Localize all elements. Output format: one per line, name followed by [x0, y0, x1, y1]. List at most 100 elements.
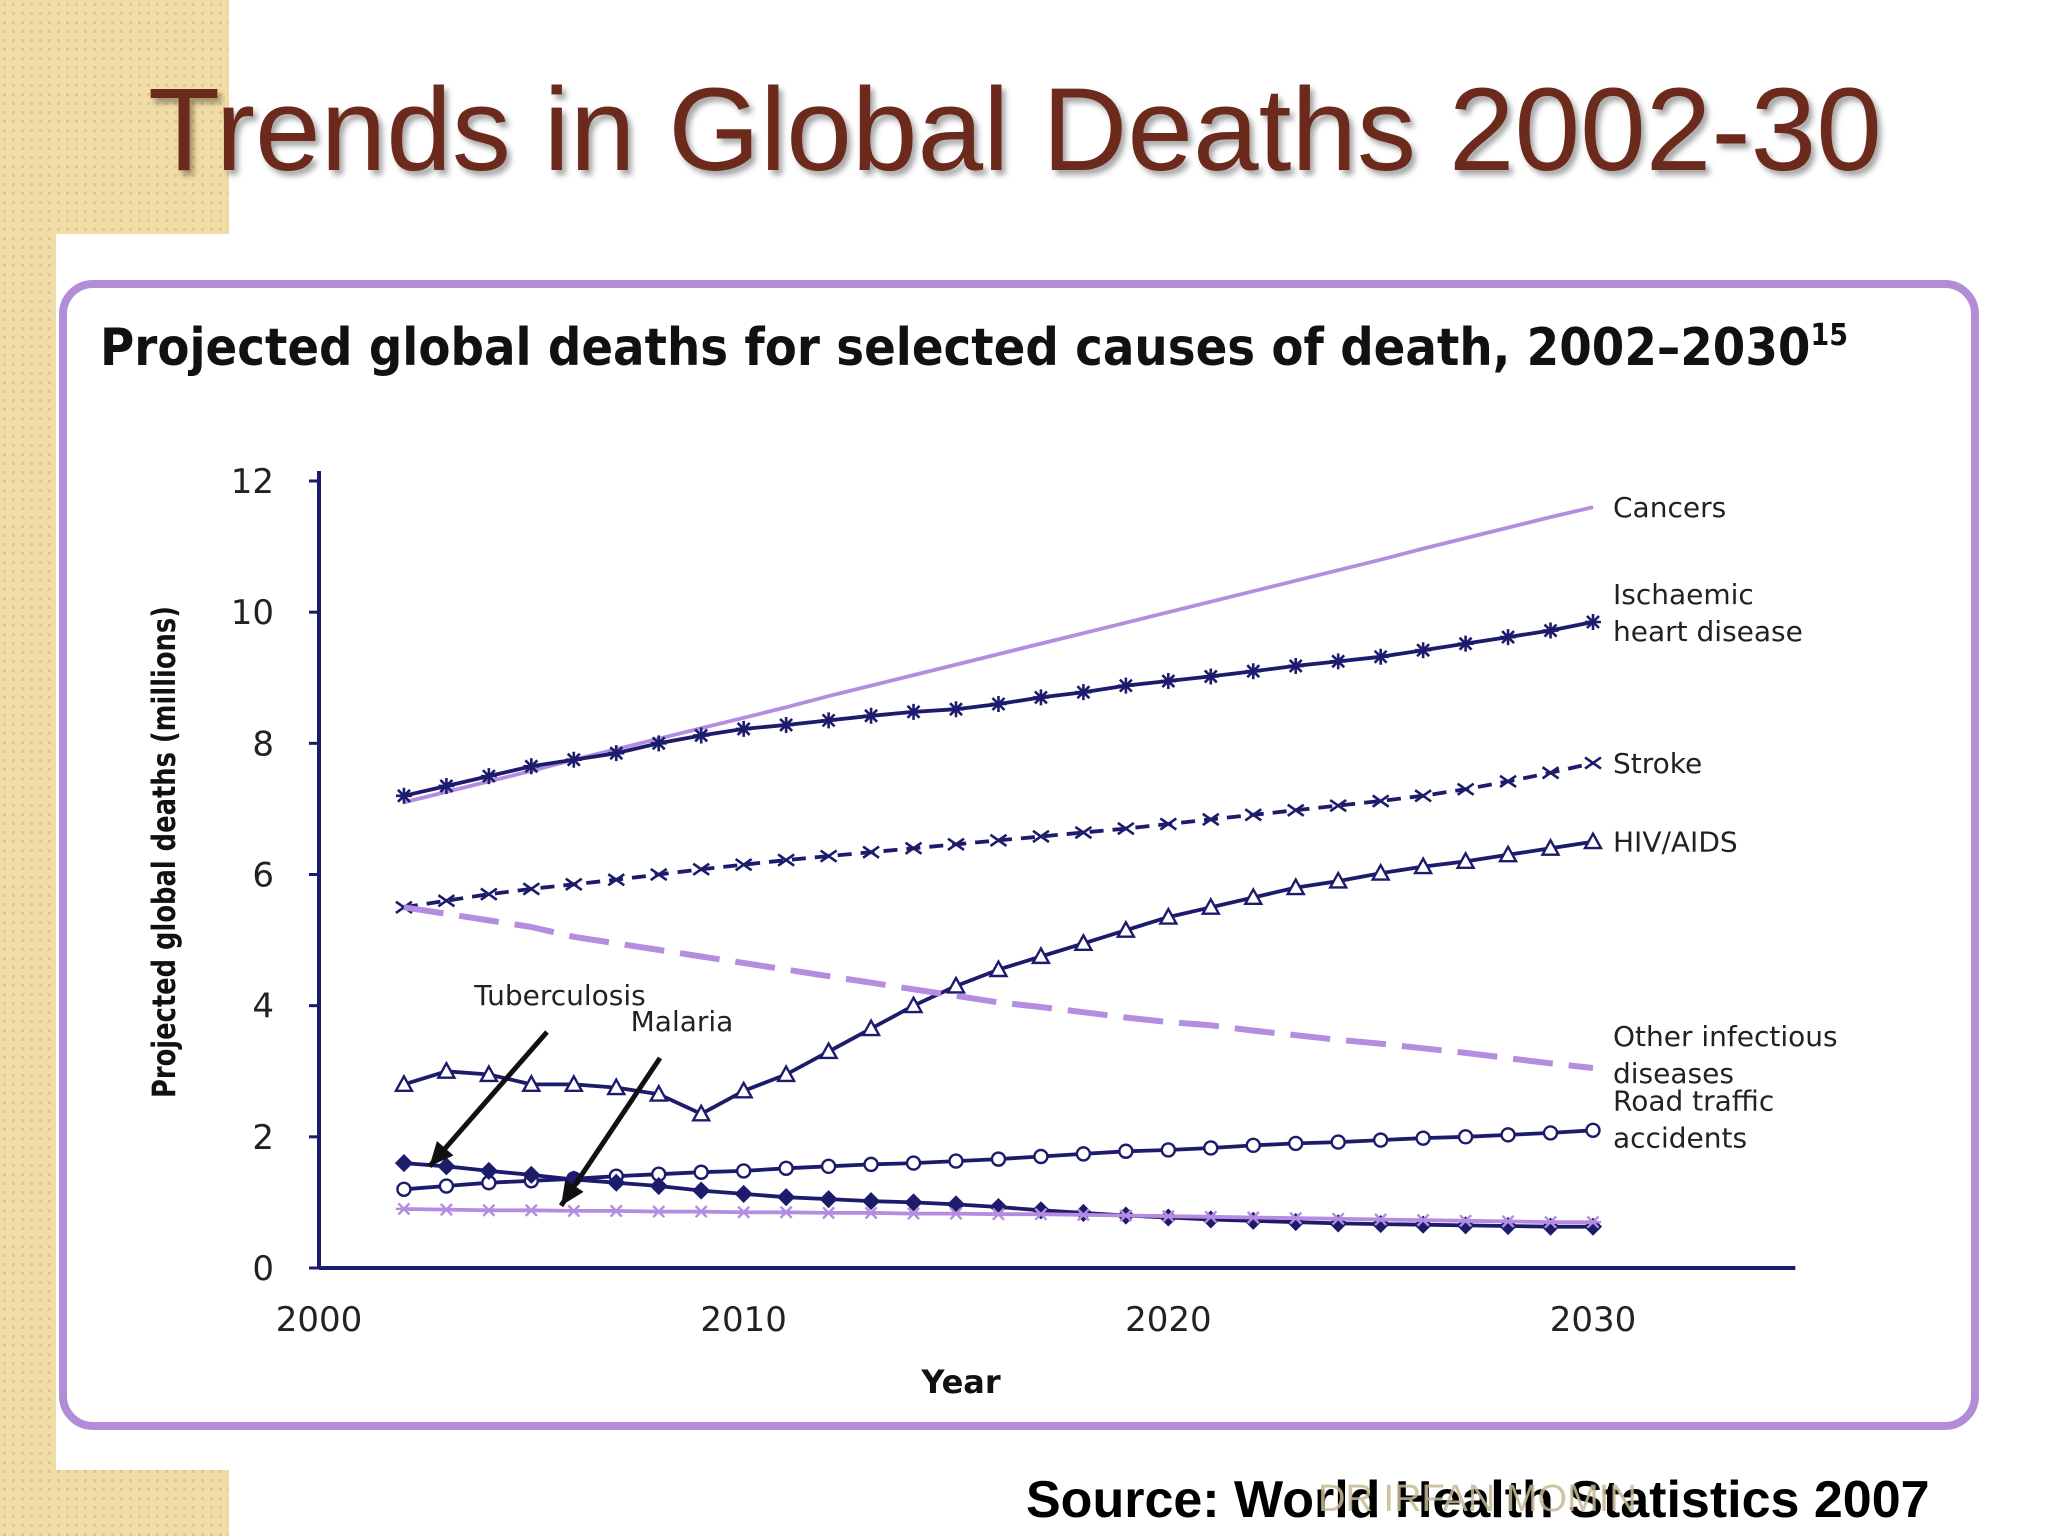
- series-label: Stroke: [1613, 747, 1702, 780]
- y-tick-label: 8: [252, 724, 274, 764]
- data-point: [563, 1073, 584, 1092]
- data-point: [691, 1103, 712, 1122]
- data-point: [1500, 629, 1517, 646]
- data-point: [1244, 808, 1263, 822]
- data-point: [1158, 906, 1179, 925]
- data-point: [1330, 653, 1347, 670]
- data-point: [948, 1207, 964, 1221]
- chart-title-text: Projected global deaths for selected cau…: [100, 318, 1810, 378]
- data-point: [1033, 1148, 1049, 1165]
- data-point: [1075, 1208, 1092, 1222]
- data-point: [818, 1041, 839, 1060]
- y-tick-label: 6: [252, 856, 274, 896]
- data-point: [948, 701, 964, 718]
- data-point: [1415, 642, 1432, 659]
- series-line: [403, 505, 1594, 805]
- data-point: [1372, 1132, 1389, 1148]
- data-point: [1413, 856, 1434, 875]
- data-point: [778, 1160, 794, 1177]
- data-point: [989, 833, 1008, 848]
- data-point: [523, 758, 540, 775]
- data-point: [436, 1060, 457, 1079]
- data-point: [948, 1153, 964, 1169]
- chart-frame: [59, 280, 1979, 1430]
- y-tick-label: 0: [252, 1249, 274, 1289]
- data-point: [1330, 1212, 1347, 1226]
- data-point: [650, 1205, 667, 1219]
- data-point: [820, 1158, 837, 1175]
- series-label: Other infectious: [1613, 1020, 1838, 1053]
- annotation-label: Malaria: [631, 1005, 734, 1038]
- data-point: [692, 862, 710, 876]
- data-point: [862, 845, 880, 859]
- data-point: [735, 1163, 752, 1179]
- series-ischaemic-heart-disease: [395, 614, 1601, 804]
- data-point: [395, 787, 412, 804]
- data-point: [1117, 677, 1134, 694]
- data-point: [990, 695, 1007, 712]
- x-tick-label: 2020: [1125, 1300, 1212, 1340]
- data-point: [861, 1018, 882, 1037]
- series-label: Ischaemic: [1613, 578, 1754, 611]
- data-point: [990, 1207, 1007, 1221]
- series-label: HIV/AIDS: [1613, 826, 1738, 859]
- data-point: [905, 1155, 922, 1171]
- data-point: [1457, 1214, 1474, 1228]
- y-tick-label: 4: [252, 987, 274, 1027]
- data-point: [1245, 1211, 1262, 1224]
- data-point: [393, 1073, 414, 1092]
- data-point: [480, 768, 497, 785]
- data-point: [777, 853, 795, 867]
- data-point: [565, 877, 583, 892]
- data-point: [607, 1173, 626, 1192]
- data-point: [565, 751, 582, 768]
- data-point: [1032, 689, 1049, 706]
- data-point: [904, 1193, 923, 1212]
- data-point: [693, 1205, 710, 1219]
- data-point: [1372, 648, 1389, 665]
- data-point: [1245, 663, 1262, 680]
- data-point: [1329, 798, 1347, 813]
- data-point: [438, 1203, 455, 1217]
- data-point: [522, 882, 541, 896]
- data-point: [1075, 684, 1092, 701]
- data-point: [734, 1184, 753, 1203]
- data-point: [947, 837, 965, 851]
- series-label: heart disease: [1613, 615, 1803, 648]
- data-point: [1542, 1125, 1559, 1141]
- data-point: [1159, 817, 1178, 831]
- data-point: [1328, 870, 1349, 889]
- data-point: [905, 703, 922, 720]
- data-point: [1542, 622, 1559, 639]
- data-point: [1202, 668, 1219, 685]
- data-point: [905, 1207, 922, 1221]
- data-point: [819, 849, 838, 863]
- data-point: [693, 1164, 709, 1180]
- y-tick-label: 2: [252, 1118, 274, 1158]
- data-point: [1372, 1213, 1389, 1226]
- data-point: [608, 745, 625, 762]
- data-point: [1075, 1146, 1092, 1162]
- x-tick-label: 2000: [276, 1300, 363, 1340]
- data-point: [692, 1181, 711, 1200]
- data-point: [1498, 844, 1519, 863]
- data-point: [1200, 896, 1221, 915]
- data-point: [479, 1161, 498, 1181]
- data-point: [863, 1156, 879, 1173]
- series-label: diseases: [1613, 1057, 1734, 1090]
- data-point: [693, 727, 710, 744]
- data-point: [1202, 812, 1220, 827]
- series-malaria: [395, 1202, 1601, 1229]
- data-point: [1030, 946, 1051, 965]
- y-tick-label: 12: [231, 462, 274, 502]
- data-point: [606, 1077, 627, 1096]
- data-point: [523, 1203, 540, 1217]
- annotation-arrow-line: [427, 1030, 549, 1168]
- data-point: [395, 1202, 412, 1216]
- data-point: [1542, 1215, 1559, 1229]
- data-point: [903, 995, 924, 1014]
- data-point: [649, 1176, 668, 1196]
- series-line: [403, 761, 1594, 910]
- chart-title-superscript: 15: [1810, 318, 1848, 353]
- series-other-infectious-diseases: [403, 904, 1594, 1071]
